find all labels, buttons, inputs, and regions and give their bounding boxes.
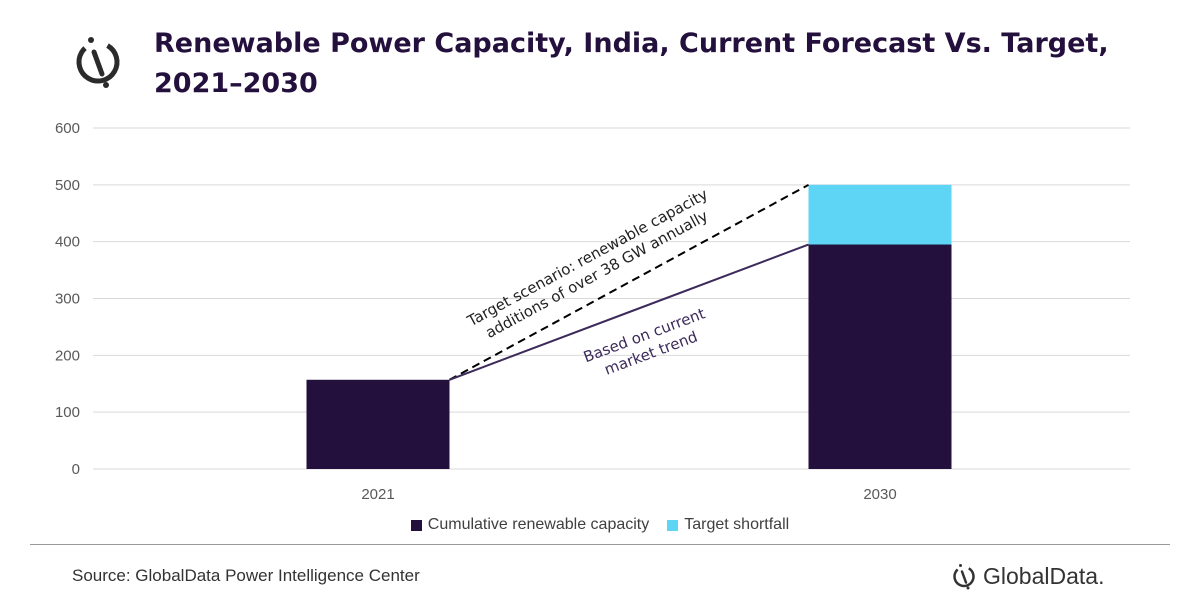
globaldata-logo-icon xyxy=(76,37,120,88)
x-tick-label: 2021 xyxy=(361,486,394,503)
y-tick-label: 100 xyxy=(55,404,80,421)
legend-item: Cumulative renewable capacity xyxy=(410,516,650,534)
source-note: Source: GlobalData Power Intelligence Ce… xyxy=(72,566,420,585)
y-tick-label: 0 xyxy=(72,461,80,478)
bar-segment xyxy=(808,184,952,245)
bar-segment xyxy=(808,244,952,469)
y-tick-label: 400 xyxy=(55,234,80,251)
brand-name: GlobalData. xyxy=(983,562,1105,589)
y-tick-label: 200 xyxy=(55,347,80,364)
current-trend-line xyxy=(449,243,809,381)
globaldata-logo-icon xyxy=(953,564,975,590)
legend-swatch xyxy=(667,519,679,531)
x-tick-label: 2030 xyxy=(863,486,896,503)
legend-item: Target shortfall xyxy=(667,516,789,534)
legend-swatch xyxy=(410,519,422,531)
divider xyxy=(30,544,1170,545)
target-scenario-line xyxy=(449,183,809,381)
annotation: Based on currentmarket trend xyxy=(581,304,714,384)
legend-label: Cumulative renewable capacity xyxy=(427,516,650,533)
chart-title: Renewable Power Capacity, India, Current… xyxy=(154,28,1109,99)
bar-segment xyxy=(306,379,450,469)
legend-label: Target shortfall xyxy=(684,516,790,533)
y-tick-label: 300 xyxy=(55,291,80,308)
y-tick-label: 600 xyxy=(55,120,80,137)
annotation-line: Target scenario: renewable capacity xyxy=(463,185,711,331)
brand-logo: GlobalData. xyxy=(951,561,1104,591)
legend: Cumulative renewable capacity Target sho… xyxy=(0,516,1200,534)
y-tick-label: 500 xyxy=(55,177,80,194)
